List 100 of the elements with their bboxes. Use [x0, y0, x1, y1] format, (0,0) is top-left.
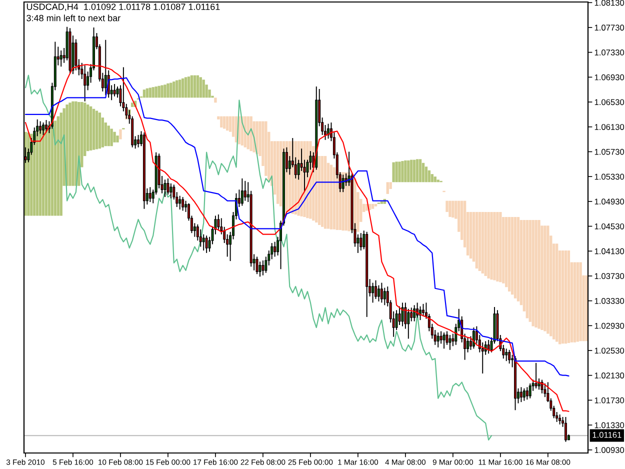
bar	[526, 220, 528, 318]
bar	[164, 84, 166, 98]
bar	[72, 101, 74, 186]
bar	[395, 162, 398, 182]
chart-title: USDCAD,H4 1.01092 1.01178 1.01087 1.01161	[26, 4, 220, 12]
bar	[478, 212, 481, 271]
bar	[95, 110, 98, 150]
bar	[576, 262, 579, 342]
y-tick-label: 1.04930	[594, 198, 624, 205]
y-tick-label: 1.05730	[594, 148, 624, 155]
candlestick	[528, 382, 532, 399]
bar	[154, 86, 158, 98]
bar	[448, 200, 452, 217]
y-tick-label: 1.04130	[594, 248, 624, 254]
candlestick	[380, 282, 383, 304]
bar	[158, 86, 160, 98]
candlestick	[522, 388, 526, 402]
candlestick	[534, 362, 538, 389]
bar	[74, 101, 78, 186]
bar	[256, 121, 258, 154]
bar	[276, 141, 280, 204]
bar	[113, 132, 116, 142]
candlestick	[137, 134, 140, 148]
candlestick	[526, 386, 528, 400]
bar	[92, 108, 96, 150]
bar	[469, 212, 472, 259]
candlestick	[360, 232, 362, 251]
bar	[184, 77, 188, 98]
y-tick-label: 1.07730	[594, 24, 624, 31]
bar	[220, 116, 223, 128]
bar	[196, 75, 199, 98]
bar	[68, 102, 72, 186]
bar	[561, 250, 564, 344]
y-tick-label: 1.03730	[594, 273, 624, 280]
bar	[371, 204, 374, 209]
bar	[475, 212, 478, 268]
y-tick-label: 1.06530	[594, 99, 624, 106]
candlestick	[564, 416, 567, 442]
y-tick-label: 1.02530	[594, 348, 624, 354]
bar	[48, 125, 51, 216]
candlestick	[170, 182, 172, 199]
candlestick	[558, 414, 562, 425]
bar	[324, 156, 327, 229]
candlestick	[104, 39, 107, 96]
bar	[172, 82, 176, 98]
bar	[56, 116, 60, 216]
candlestick	[442, 332, 446, 350]
bar	[190, 75, 194, 98]
bar	[413, 160, 416, 182]
bar	[401, 161, 404, 182]
candlestick	[39, 120, 42, 134]
bar	[148, 88, 152, 98]
bar	[110, 128, 113, 146]
bar	[386, 182, 389, 194]
bar	[152, 87, 154, 98]
candlestick	[205, 235, 208, 254]
bar	[416, 159, 419, 182]
y-tick-label: 1.06130	[594, 124, 624, 130]
candlestick	[466, 336, 470, 353]
bar	[170, 82, 172, 98]
bar	[181, 78, 184, 98]
bar	[424, 166, 428, 182]
candlestick	[448, 334, 452, 350]
candlestick	[45, 120, 48, 133]
bar	[98, 112, 102, 149]
candlestick	[372, 282, 374, 304]
bar	[89, 106, 92, 150]
candlestick	[113, 84, 116, 97]
bar	[214, 98, 217, 103]
bar	[430, 174, 434, 182]
bar	[516, 216, 520, 302]
candlestick	[410, 307, 413, 322]
ref-line-label: 1.01161	[592, 432, 622, 438]
bar	[226, 116, 229, 131]
candlestick	[413, 304, 416, 322]
bar	[573, 262, 576, 342]
candlestick	[440, 330, 442, 344]
bar	[407, 160, 410, 182]
candlestick	[401, 302, 404, 327]
candlestick	[436, 332, 440, 348]
bar	[436, 180, 440, 182]
bar	[585, 275, 588, 342]
bar	[392, 162, 395, 182]
bar	[564, 250, 568, 344]
bar	[332, 167, 336, 230]
bar	[505, 216, 508, 288]
bar	[380, 201, 384, 204]
bar	[320, 156, 324, 227]
y-tick-label: 1.07330	[594, 50, 624, 56]
candlestick	[407, 308, 410, 340]
y-tick-label: 1.02130	[594, 372, 624, 378]
candlestick	[148, 186, 152, 203]
bar	[146, 88, 149, 98]
candlestick	[60, 50, 62, 68]
candlestick	[520, 386, 522, 403]
candlestick	[274, 241, 276, 258]
candlestick	[472, 327, 475, 350]
y-tick-label: 1.05330	[594, 174, 624, 180]
bar	[142, 90, 146, 98]
bar	[422, 162, 425, 182]
